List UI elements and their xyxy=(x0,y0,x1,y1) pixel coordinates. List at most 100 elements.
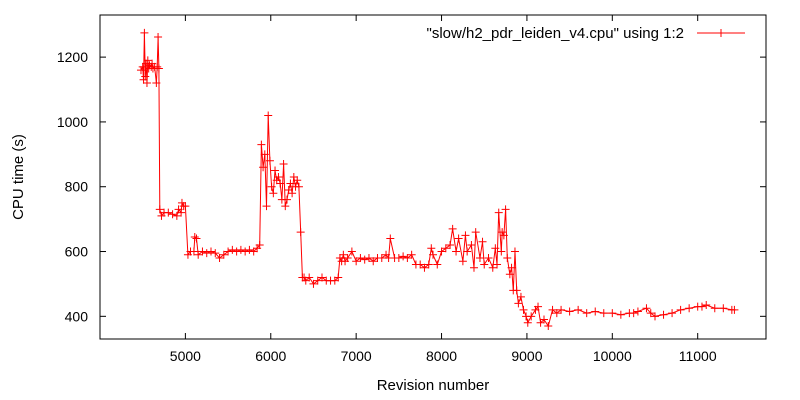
data-point-marker xyxy=(633,307,642,316)
legend-label: "slow/h2_pdr_leiden_v4.cpu" using 1:2 xyxy=(427,25,685,42)
data-point-marker xyxy=(141,72,150,81)
data-point-marker xyxy=(685,304,694,313)
y-tick-label: 400 xyxy=(65,308,89,324)
data-point-marker xyxy=(211,249,220,258)
data-point-marker xyxy=(136,66,145,75)
data-point-marker xyxy=(484,254,493,262)
data-point-marker xyxy=(153,62,162,71)
data-point-marker xyxy=(629,309,638,318)
data-point-marker xyxy=(433,260,442,269)
data-point-marker xyxy=(519,305,528,314)
data-point-marker xyxy=(330,276,339,285)
data-point-marker xyxy=(269,189,278,198)
data-point-marker xyxy=(616,310,625,319)
data-point-marker xyxy=(710,304,719,313)
y-axis-title: CPU time (s) xyxy=(10,134,27,220)
data-point-marker xyxy=(140,28,149,37)
legend-marker-glyph xyxy=(717,29,725,37)
data-point-marker xyxy=(467,241,476,250)
data-point-marker xyxy=(478,237,487,246)
data-point-marker xyxy=(377,254,386,262)
data-point-marker xyxy=(458,257,467,266)
data-point-marker xyxy=(446,241,455,250)
data-point-marker xyxy=(591,307,600,316)
data-point-marker xyxy=(343,254,352,262)
data-point-marker xyxy=(194,250,203,259)
data-point-marker xyxy=(289,173,298,181)
data-point-marker xyxy=(497,247,506,256)
data-point-marker xyxy=(284,185,293,194)
data-point-marker xyxy=(394,254,403,262)
data-point-marker xyxy=(352,257,361,266)
data-point-marker xyxy=(192,234,201,243)
data-point-marker xyxy=(523,318,532,327)
data-point-marker xyxy=(309,279,318,288)
data-point-marker xyxy=(202,249,211,258)
data-point-marker xyxy=(279,160,288,169)
data-point-marker xyxy=(265,156,274,165)
data-point-marker xyxy=(540,315,548,324)
data-point-marker xyxy=(172,211,181,220)
data-point-marker xyxy=(241,247,250,256)
data-point-marker xyxy=(697,302,706,311)
data-point-marker xyxy=(294,182,303,191)
data-point-marker xyxy=(441,244,450,253)
data-point-marker xyxy=(356,254,365,262)
data-point-marker xyxy=(416,260,425,269)
data-point-marker xyxy=(448,224,457,233)
data-point-marker xyxy=(260,150,269,159)
x-tick-label: 10000 xyxy=(593,348,632,364)
data-point-marker xyxy=(557,305,566,314)
data-point-marker xyxy=(264,111,273,120)
data-point-marker xyxy=(676,305,685,314)
data-point-marker xyxy=(651,312,659,321)
data-point-marker xyxy=(164,208,173,217)
data-point-marker xyxy=(471,228,480,237)
data-point-marker xyxy=(510,247,519,256)
data-point-marker xyxy=(335,254,344,262)
data-point-marker xyxy=(574,305,583,314)
data-point-marker xyxy=(424,260,433,269)
x-axis-title: Revision number xyxy=(377,377,490,394)
data-point-marker xyxy=(668,309,677,318)
data-point-marker xyxy=(262,202,271,211)
data-point-marker xyxy=(152,79,161,88)
data-point-marker xyxy=(296,228,305,237)
data-point-marker xyxy=(257,140,266,149)
data-point-marker xyxy=(646,309,655,318)
plot-frame xyxy=(99,14,767,340)
data-point-marker xyxy=(461,231,470,240)
data-point-marker xyxy=(281,202,290,211)
data-point-marker xyxy=(138,62,147,71)
data-point-marker xyxy=(347,247,356,256)
data-point-marker xyxy=(207,247,215,256)
data-point-marker xyxy=(493,260,502,269)
data-point-marker xyxy=(599,309,608,318)
data-point-marker xyxy=(154,33,163,42)
data-point-marker xyxy=(369,257,378,266)
data-point-marker xyxy=(305,273,314,282)
data-point-marker xyxy=(215,254,224,262)
series-line xyxy=(140,32,735,328)
data-point-marker xyxy=(516,292,525,301)
data-point-marker xyxy=(427,244,436,253)
data-point-marker xyxy=(488,263,497,272)
data-point-marker xyxy=(154,64,163,73)
data-point-marker xyxy=(552,309,561,318)
data-point-marker xyxy=(403,254,412,262)
data-point-marker xyxy=(232,247,241,256)
data-point-marker xyxy=(719,304,728,313)
data-point-marker xyxy=(534,302,543,311)
data-point-marker xyxy=(505,270,514,279)
data-point-marker xyxy=(267,182,276,191)
data-point-marker xyxy=(469,263,478,272)
data-point-marker xyxy=(190,232,199,241)
y-tick-label: 1000 xyxy=(57,114,88,130)
data-point-marker xyxy=(608,309,617,318)
data-point-marker xyxy=(536,318,545,327)
data-point-marker xyxy=(318,273,326,282)
legend-marker xyxy=(717,29,725,37)
data-point-marker xyxy=(313,276,322,285)
data-point-marker xyxy=(228,245,237,254)
